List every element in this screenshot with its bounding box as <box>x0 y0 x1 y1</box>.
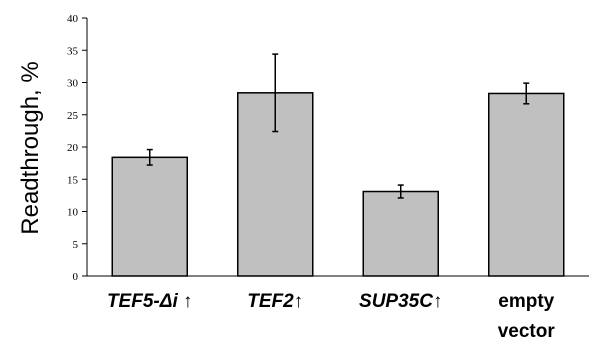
bar <box>362 190 439 277</box>
bar <box>488 92 565 277</box>
y-tick-label: 30 <box>67 78 79 90</box>
y-axis-label: Readthrough, % <box>17 61 44 234</box>
y-tick-label: 15 <box>67 174 79 186</box>
category-label: SUP35C↑ <box>359 291 442 312</box>
category-label: TEF2↑ <box>247 291 303 312</box>
y-axis-ticks: 0 5 10 15 20 25 30 35 40 <box>67 13 87 283</box>
category-label: empty <box>498 291 554 312</box>
y-tick-label: 20 <box>67 142 79 154</box>
category-label: TEF5-Δi ↑ <box>107 291 193 312</box>
y-tick-label: 5 <box>73 239 79 251</box>
axes <box>86 18 589 277</box>
y-tick-label: 0 <box>73 271 79 283</box>
y-tick-label: 40 <box>67 13 79 25</box>
y-tick-label: 25 <box>67 110 79 122</box>
error-bars <box>146 53 530 199</box>
y-tick-label: 10 <box>67 207 79 219</box>
category-label: vector <box>498 321 556 342</box>
category-labels: TEF5-Δi ↑ TEF2↑ SUP35C↑ empty vector <box>107 291 555 342</box>
bars <box>111 92 565 277</box>
y-tick-label: 35 <box>67 45 79 57</box>
bar <box>111 156 188 277</box>
